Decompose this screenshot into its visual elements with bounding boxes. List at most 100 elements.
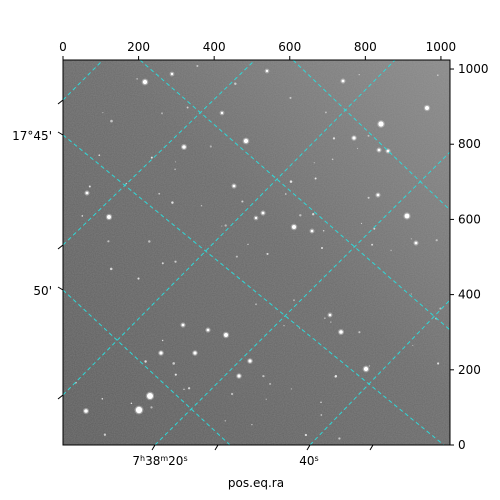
star (358, 74, 360, 76)
right-tick-label: 400 (458, 288, 481, 302)
star (142, 79, 148, 85)
top-tick-label: 0 (59, 40, 67, 54)
star (320, 414, 323, 416)
grid-line (63, 60, 396, 396)
star (160, 112, 164, 115)
star (206, 328, 210, 332)
star (341, 79, 345, 83)
star (331, 158, 334, 161)
star (161, 339, 164, 342)
star (150, 156, 153, 159)
star (85, 191, 89, 195)
ra-tick (306, 444, 311, 451)
star (147, 393, 153, 399)
star (174, 161, 177, 163)
star (234, 82, 237, 85)
star (371, 243, 374, 246)
star (84, 409, 88, 413)
right-tick-label: 800 (458, 137, 481, 151)
star (171, 201, 174, 204)
star (170, 72, 174, 76)
star (338, 437, 341, 440)
star (439, 307, 442, 310)
star (360, 222, 363, 224)
star (328, 313, 332, 317)
star (435, 239, 438, 242)
star (172, 362, 175, 365)
star (101, 398, 104, 400)
star (436, 74, 439, 77)
plot-frame (62, 59, 451, 446)
star (425, 106, 429, 110)
star (81, 215, 84, 217)
star (183, 388, 185, 390)
star (390, 249, 392, 252)
ra-tick (369, 444, 374, 451)
star (410, 293, 412, 295)
star (283, 325, 285, 327)
grid-line (63, 134, 445, 445)
right-tick-label: 200 (458, 363, 481, 377)
ra-tick-label: 7h38m20s (132, 454, 187, 468)
grid-line (63, 289, 231, 445)
star (135, 406, 143, 414)
star (367, 134, 370, 137)
star (107, 215, 111, 219)
star (187, 387, 191, 390)
dec-tick-label: 50' (33, 284, 52, 298)
right-tick-label: 600 (458, 212, 481, 226)
star (292, 225, 296, 229)
star (310, 229, 314, 233)
star (98, 154, 101, 157)
ra-axis: 7h38m20s 40s (132, 444, 374, 468)
star (254, 216, 258, 220)
sky-image (63, 60, 450, 445)
star (377, 148, 381, 152)
dec-tick (57, 99, 64, 105)
star (332, 137, 336, 140)
star (136, 78, 138, 80)
star (290, 388, 293, 390)
star (334, 375, 338, 378)
star (181, 323, 185, 327)
star (352, 136, 356, 140)
grid-line (309, 299, 450, 445)
top-tick-label: 200 (127, 40, 150, 54)
star (150, 406, 153, 409)
star (404, 213, 410, 219)
star (110, 119, 113, 123)
star (339, 330, 343, 334)
ra-tick-label: 40s (299, 454, 318, 468)
star (289, 96, 292, 99)
star (356, 147, 359, 150)
star (241, 200, 244, 203)
star (88, 185, 91, 188)
right-tick-label: 0 (458, 438, 466, 452)
star (386, 149, 390, 153)
star (378, 121, 384, 127)
star (251, 424, 253, 426)
star (262, 374, 265, 378)
star (367, 196, 370, 199)
star (269, 382, 272, 385)
star (144, 360, 147, 363)
star (193, 351, 197, 355)
star (103, 433, 107, 436)
star (200, 205, 203, 207)
star (304, 433, 308, 437)
star (265, 69, 269, 73)
star (363, 366, 369, 372)
star (358, 331, 361, 334)
dec-tick (57, 286, 64, 291)
star (313, 162, 315, 164)
star (414, 241, 418, 245)
star (159, 351, 163, 355)
star (265, 398, 267, 400)
star (324, 317, 326, 319)
star (232, 184, 236, 188)
star (237, 374, 241, 378)
star (109, 267, 113, 271)
top-pixel-axis: 0 200 400 600 800 1000 (59, 40, 456, 60)
star (220, 111, 224, 115)
